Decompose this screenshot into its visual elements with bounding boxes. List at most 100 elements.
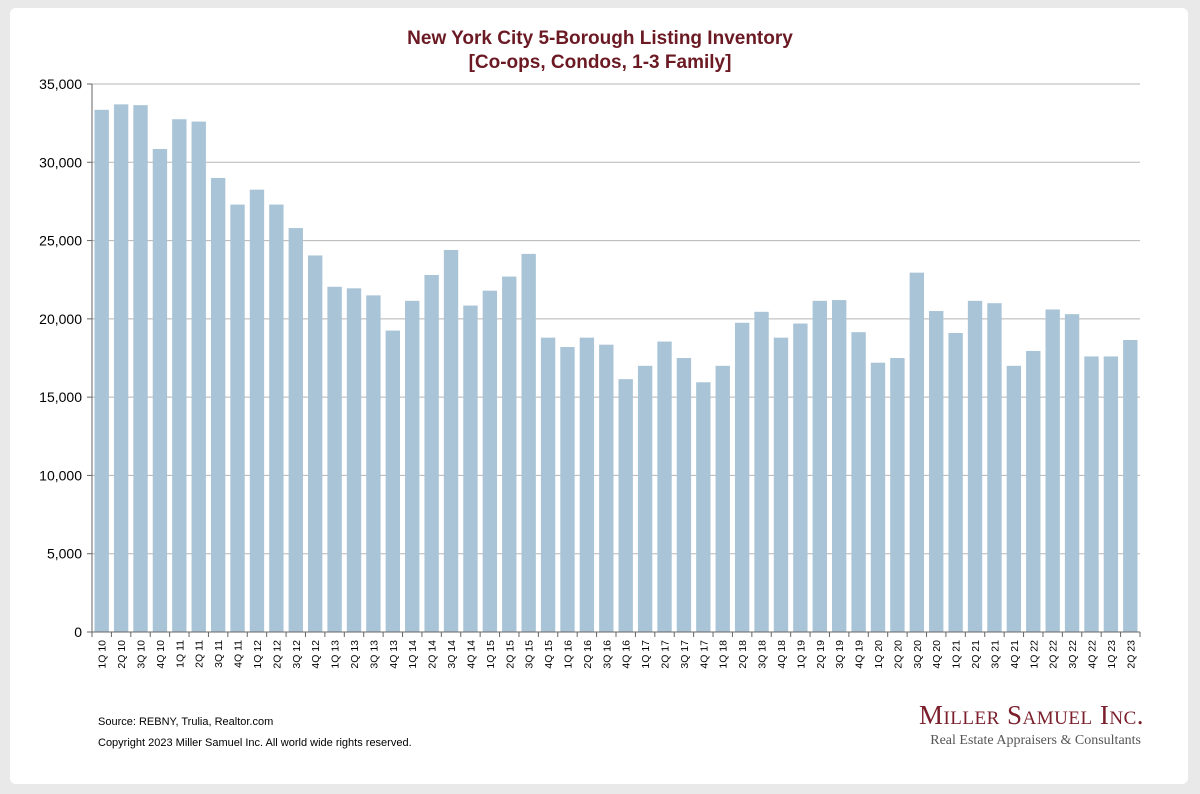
bar <box>327 286 342 632</box>
x-tick-label: 3Q 10 <box>136 640 148 669</box>
x-tick-label: 3Q 13 <box>368 640 380 669</box>
bar <box>521 253 536 632</box>
bar <box>405 300 420 632</box>
bar <box>560 347 575 632</box>
x-tick-label: 4Q 11 <box>233 640 245 668</box>
x-tick-label: 1Q 22 <box>1028 640 1040 669</box>
x-tick-label: 1Q 16 <box>562 640 574 669</box>
bar <box>599 344 614 632</box>
bar <box>851 332 866 632</box>
x-tick-label: 4Q 18 <box>776 640 788 669</box>
bar <box>152 148 168 632</box>
x-tick-label: 3Q 11 <box>213 640 225 668</box>
x-tick-label: 3Q 15 <box>524 640 536 669</box>
bar <box>734 322 750 632</box>
chart-subtitle: [Co-ops, Condos, 1-3 Family] <box>468 52 732 73</box>
bar <box>1045 309 1060 632</box>
y-tick-label: 35,000 <box>39 76 82 92</box>
x-tick-label: 4Q 19 <box>854 640 866 669</box>
x-tick-label: 2Q 21 <box>970 640 982 669</box>
bar <box>385 330 400 632</box>
bar <box>308 255 323 632</box>
x-tick-label: 4Q 12 <box>310 640 322 669</box>
x-tick-label: 3Q 20 <box>912 640 924 669</box>
bar <box>637 365 653 632</box>
bar <box>1103 356 1119 632</box>
bar <box>502 276 517 632</box>
y-tick-label: 20,000 <box>39 311 82 327</box>
x-tick-label: 4Q 15 <box>543 640 555 669</box>
x-tick-label: 2Q 13 <box>349 640 361 669</box>
bar <box>579 337 595 632</box>
bar <box>482 290 498 632</box>
x-tick-label: 2Q 20 <box>892 640 904 669</box>
bar <box>870 362 886 632</box>
x-tick-label: 4Q 13 <box>388 640 400 669</box>
x-tick-label: 2Q 15 <box>504 640 516 669</box>
bar <box>987 303 1002 632</box>
bar <box>909 272 924 632</box>
x-tick-label: 1Q 11 <box>174 640 186 668</box>
bar <box>1026 350 1041 632</box>
bar <box>1084 356 1099 632</box>
x-tick-label: 4Q 21 <box>1009 640 1021 669</box>
y-tick-label: 0 <box>74 624 82 640</box>
bar <box>540 337 556 632</box>
x-tick-label: 1Q 14 <box>407 640 419 669</box>
bar <box>1006 365 1022 632</box>
x-tick-label: 3Q 14 <box>446 640 458 669</box>
x-tick-label: 4Q 17 <box>698 640 710 669</box>
x-tick-label: 1Q 23 <box>1106 640 1118 669</box>
x-tick-label: 3Q 21 <box>989 640 1001 669</box>
bar <box>812 300 827 632</box>
x-tick-label: 2Q 19 <box>815 640 827 669</box>
x-tick-label: 1Q 10 <box>97 640 109 669</box>
y-tick-label: 10,000 <box>39 467 82 483</box>
bar <box>133 105 148 632</box>
bar <box>443 249 459 633</box>
bar <box>230 204 245 632</box>
x-tick-label: 1Q 18 <box>718 640 730 669</box>
x-tick-label: 2Q 23 <box>1125 640 1137 669</box>
bar <box>269 204 284 632</box>
x-tick-label: 4Q 20 <box>931 640 943 669</box>
x-tick-label: 1Q 20 <box>873 640 885 669</box>
bar <box>657 341 672 632</box>
bar <box>172 119 187 632</box>
bar <box>832 300 847 632</box>
x-tick-label: 2Q 10 <box>116 640 128 669</box>
x-tick-label: 1Q 21 <box>951 640 963 669</box>
bar <box>948 332 963 632</box>
logo-tagline: Real Estate Appraisers & Consultants <box>930 733 1141 748</box>
bar <box>754 311 769 632</box>
y-tick-label: 25,000 <box>39 233 82 249</box>
x-tick-label: 3Q 16 <box>601 640 613 669</box>
x-tick-label: 3Q 22 <box>1067 640 1079 669</box>
bar <box>773 337 789 632</box>
bar <box>346 288 362 632</box>
x-tick-label: 2Q 18 <box>737 640 749 669</box>
bar <box>929 311 944 632</box>
x-tick-label: 4Q 22 <box>1086 640 1098 669</box>
logo-company-name: Miller Samuel Inc. <box>918 700 1144 730</box>
bar <box>249 189 265 632</box>
bar <box>366 295 381 632</box>
x-tick-label: 1Q 12 <box>252 640 264 669</box>
x-tick-label: 3Q 18 <box>757 640 769 669</box>
x-tick-label: 4Q 16 <box>621 640 633 669</box>
bar <box>210 177 226 632</box>
bar <box>191 121 206 632</box>
chart-title: New York City 5-Borough Listing Inventor… <box>407 28 793 49</box>
x-tick-label: 4Q 14 <box>465 640 477 669</box>
bar <box>890 358 905 632</box>
y-tick-label: 30,000 <box>39 154 82 170</box>
copyright-note: Copyright 2023 Miller Samuel Inc. All wo… <box>98 737 412 749</box>
bar <box>618 379 633 632</box>
x-tick-label: 2Q 22 <box>1048 640 1060 669</box>
bar <box>463 305 478 632</box>
bar <box>793 323 808 632</box>
bar <box>288 228 303 632</box>
bar <box>424 275 439 632</box>
x-tick-label: 2Q 11 <box>194 640 206 668</box>
